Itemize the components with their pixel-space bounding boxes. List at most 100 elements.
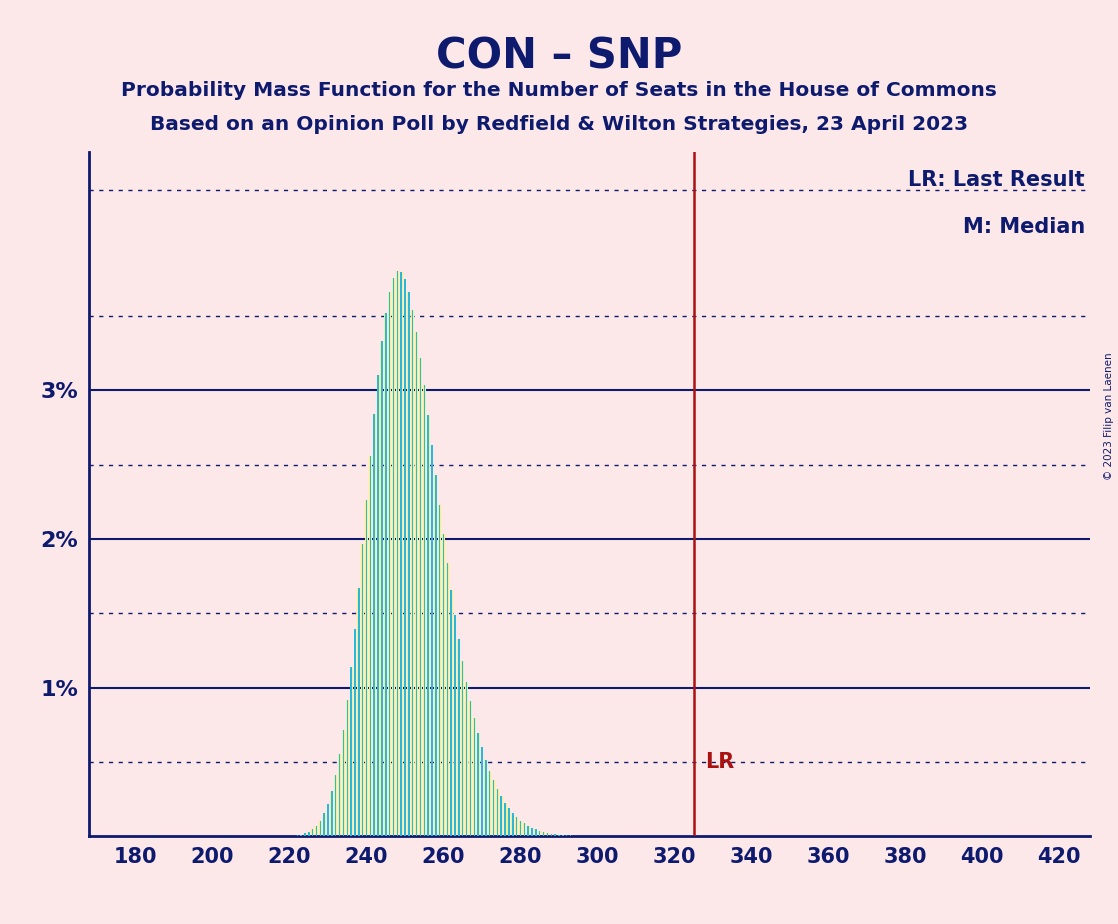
Bar: [335, 775, 337, 836]
Text: LR: LR: [705, 752, 735, 772]
Bar: [331, 791, 333, 836]
Bar: [458, 639, 459, 836]
Bar: [481, 748, 483, 836]
Bar: [315, 826, 318, 836]
Bar: [442, 534, 445, 836]
Bar: [566, 835, 568, 836]
Bar: [562, 835, 563, 836]
Bar: [369, 456, 372, 836]
Bar: [320, 821, 321, 836]
Bar: [534, 830, 538, 836]
Bar: [361, 544, 364, 836]
Bar: [451, 590, 452, 836]
Text: Probability Mass Function for the Number of Seats in the House of Commons: Probability Mass Function for the Number…: [121, 81, 997, 101]
Bar: [301, 834, 302, 836]
Text: CON – SNP: CON – SNP: [436, 35, 682, 77]
Bar: [555, 834, 556, 836]
Bar: [339, 755, 340, 836]
Bar: [372, 414, 376, 836]
Bar: [511, 813, 514, 836]
Bar: [528, 826, 529, 836]
Bar: [381, 341, 382, 836]
Bar: [468, 700, 472, 836]
Bar: [493, 781, 494, 836]
Bar: [462, 662, 464, 836]
Bar: [454, 615, 456, 836]
Bar: [435, 475, 436, 836]
Bar: [454, 615, 456, 836]
Bar: [408, 292, 409, 836]
Bar: [443, 534, 444, 836]
Bar: [503, 803, 506, 836]
Bar: [547, 833, 548, 836]
Bar: [334, 775, 338, 836]
Bar: [432, 444, 433, 836]
Bar: [392, 278, 395, 836]
Bar: [427, 415, 429, 836]
Bar: [338, 755, 341, 836]
Bar: [543, 832, 544, 836]
Bar: [354, 629, 356, 836]
Bar: [411, 310, 414, 836]
Bar: [328, 804, 329, 836]
Bar: [470, 700, 471, 836]
Bar: [358, 588, 360, 836]
Bar: [446, 563, 448, 836]
Bar: [477, 734, 479, 836]
Bar: [531, 828, 533, 836]
Bar: [566, 835, 568, 836]
Bar: [558, 834, 560, 836]
Bar: [523, 823, 525, 836]
Bar: [501, 796, 502, 836]
Bar: [304, 833, 305, 836]
Bar: [473, 718, 476, 836]
Bar: [415, 332, 418, 836]
Bar: [303, 833, 306, 836]
Bar: [508, 808, 511, 836]
Bar: [519, 821, 522, 836]
Bar: [427, 415, 429, 836]
Bar: [388, 292, 391, 836]
Bar: [457, 639, 461, 836]
Bar: [350, 667, 352, 836]
Bar: [416, 332, 417, 836]
Bar: [311, 830, 314, 836]
Bar: [366, 500, 368, 836]
Bar: [485, 760, 486, 836]
Bar: [362, 544, 363, 836]
Bar: [326, 804, 330, 836]
Bar: [515, 817, 518, 836]
Bar: [435, 475, 437, 836]
Bar: [465, 682, 468, 836]
Bar: [492, 781, 495, 836]
Bar: [296, 835, 299, 836]
Bar: [358, 588, 360, 836]
Bar: [504, 803, 505, 836]
Bar: [515, 817, 518, 836]
Bar: [446, 563, 448, 836]
Bar: [553, 834, 557, 836]
Bar: [527, 826, 530, 836]
Bar: [419, 358, 421, 836]
Bar: [523, 823, 525, 836]
Bar: [405, 279, 406, 836]
Bar: [331, 791, 333, 836]
Bar: [489, 771, 491, 836]
Bar: [309, 832, 310, 836]
Bar: [323, 813, 325, 836]
Bar: [520, 821, 521, 836]
Bar: [404, 279, 407, 836]
Bar: [342, 730, 344, 836]
Bar: [466, 682, 467, 836]
Bar: [347, 700, 348, 836]
Bar: [396, 272, 399, 836]
Bar: [353, 629, 357, 836]
Bar: [558, 834, 560, 836]
Bar: [300, 834, 303, 836]
Bar: [312, 830, 313, 836]
Text: Based on an Opinion Poll by Redfield & Wilton Strategies, 23 April 2023: Based on an Opinion Poll by Redfield & W…: [150, 116, 968, 135]
Bar: [476, 734, 480, 836]
Text: LR: Last Result: LR: Last Result: [909, 170, 1086, 189]
Bar: [500, 796, 503, 836]
Text: © 2023 Filip van Laenen: © 2023 Filip van Laenen: [1105, 352, 1114, 480]
